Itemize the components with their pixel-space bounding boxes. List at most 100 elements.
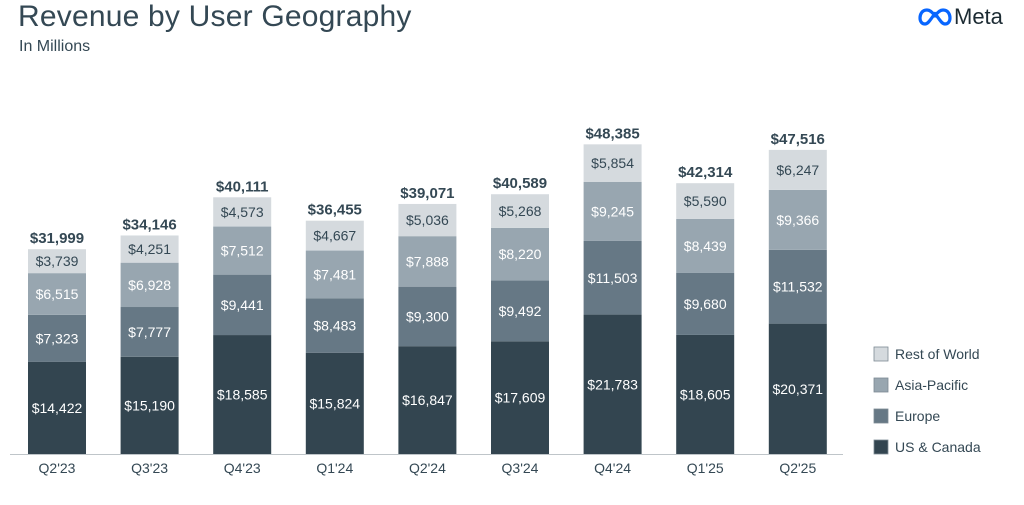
bar-value-label: $5,268 — [499, 203, 542, 219]
bar-segment-us-canada-2 — [213, 335, 272, 454]
bar-segment-europe-2 — [213, 274, 272, 336]
bar-total-label: $40,589 — [493, 175, 547, 192]
x-tick-label: Q3'23 — [131, 460, 168, 476]
legend-label: Europe — [895, 408, 940, 424]
bar-value-label: $16,847 — [402, 392, 453, 408]
legend-swatch-us-canada — [873, 439, 889, 455]
bar-segment-us-canada-5 — [491, 341, 549, 454]
bar-value-label: $7,323 — [36, 330, 79, 346]
bar-segment-europe-4 — [398, 286, 457, 347]
bar-segment-asia-pacific-4 — [398, 236, 457, 287]
bar-segment-us-canada-6 — [583, 314, 642, 454]
bar-segment-asia-pacific-2 — [213, 226, 272, 275]
x-tick-label: Q2'24 — [409, 460, 446, 476]
bar-value-label: $21,783 — [587, 376, 638, 392]
chart-subtitle: In Millions — [19, 38, 91, 55]
bar-value-label: $5,590 — [684, 193, 727, 209]
bar-segment-asia-pacific-8 — [768, 189, 827, 250]
bar-segment-rest-of-world-4 — [398, 203, 457, 237]
bar-value-label: $17,609 — [495, 390, 546, 406]
bar-value-label: $4,251 — [128, 241, 171, 257]
bar-segment-rest-of-world-3 — [305, 220, 364, 251]
bar-total-label: $36,455 — [308, 202, 362, 219]
bar-segment-europe-3 — [305, 298, 364, 353]
bar-value-label: $4,667 — [313, 228, 356, 244]
brand-name: Meta — [954, 4, 1003, 29]
bar-segment-us-canada-1 — [120, 356, 179, 454]
x-tick-label: Q4'24 — [594, 460, 631, 476]
legend-label: Rest of World — [895, 346, 980, 362]
bar-total-label: $47,516 — [771, 131, 825, 148]
bar-value-label: $9,245 — [591, 203, 634, 219]
bar-segment-us-canada-3 — [305, 352, 364, 454]
bar-value-label: $9,441 — [221, 297, 264, 313]
bar-segment-rest-of-world-5 — [491, 194, 549, 228]
bar-value-label: $14,422 — [32, 400, 83, 416]
bar-value-label: $11,532 — [773, 279, 823, 295]
bar-value-label: $6,515 — [36, 286, 79, 302]
bar-segment-us-canada-7 — [676, 334, 735, 454]
bar-value-label: $8,220 — [499, 246, 542, 262]
bar-segment-europe-8 — [768, 249, 827, 324]
bar-value-label: $9,300 — [406, 308, 449, 324]
bar-segment-asia-pacific-5 — [491, 227, 549, 281]
x-tick-label: Q1'25 — [687, 460, 724, 476]
bar-segment-us-canada-0 — [28, 361, 86, 454]
bar-value-label: $9,492 — [499, 303, 542, 319]
legend-swatch-rest-of-world — [873, 346, 889, 362]
bar-total-label: $39,071 — [400, 185, 454, 202]
bar-value-label: $7,777 — [128, 324, 171, 340]
bar-value-label: $7,481 — [313, 266, 356, 282]
bar-total-label: $42,314 — [678, 164, 733, 181]
x-tick-label: Q3'24 — [502, 460, 539, 476]
legend-swatch-asia-pacific — [873, 377, 889, 393]
bar-segment-rest-of-world-6 — [583, 144, 642, 182]
bar-segment-europe-6 — [583, 240, 642, 315]
meta-infinity-icon — [918, 8, 952, 26]
legend-label: US & Canada — [895, 439, 981, 455]
bar-segment-asia-pacific-0 — [28, 273, 86, 315]
bar-value-label: $20,371 — [772, 381, 823, 397]
bar-value-label: $7,888 — [406, 253, 449, 269]
bar-segment-us-canada-8 — [768, 323, 827, 454]
bar-segment-europe-7 — [676, 272, 735, 335]
bar-segment-rest-of-world-2 — [213, 197, 272, 227]
bar-value-label: $8,483 — [313, 318, 356, 334]
bar-segment-rest-of-world-0 — [28, 249, 86, 274]
bar-total-label: $48,385 — [585, 125, 639, 142]
bar-total-label: $40,111 — [216, 178, 269, 195]
meta-logo: Meta — [918, 4, 1003, 30]
bar-value-label: $9,366 — [776, 212, 819, 228]
bar-segment-rest-of-world-1 — [120, 235, 179, 263]
bar-segment-rest-of-world-8 — [768, 149, 827, 190]
bar-segment-asia-pacific-7 — [676, 218, 735, 273]
x-tick-label: Q1'24 — [316, 460, 353, 476]
x-tick-label: Q4'23 — [224, 460, 261, 476]
bar-total-label: $31,999 — [30, 230, 84, 247]
bar-value-label: $4,573 — [221, 204, 264, 220]
bar-value-label: $6,247 — [776, 162, 819, 178]
bar-segment-rest-of-world-7 — [676, 183, 735, 219]
chart-title: Revenue by User Geography — [18, 0, 412, 33]
bar-value-label: $6,928 — [128, 277, 171, 293]
bar-segment-asia-pacific-3 — [305, 250, 364, 299]
bar-value-label: $5,854 — [591, 155, 634, 171]
legend-label: Asia-Pacific — [895, 377, 968, 393]
bar-total-label: $34,146 — [122, 216, 176, 233]
bar-value-label: $9,680 — [684, 296, 727, 312]
bar-value-label: $11,503 — [588, 270, 638, 286]
bar-value-label: $18,585 — [217, 387, 268, 403]
bar-value-label: $18,605 — [680, 386, 731, 402]
bar-value-label: $8,439 — [684, 238, 727, 254]
bar-segment-europe-0 — [28, 314, 86, 362]
bar-segment-asia-pacific-6 — [583, 181, 642, 241]
x-tick-label: Q2'23 — [39, 460, 76, 476]
bar-value-label: $3,739 — [36, 253, 79, 269]
bar-value-label: $5,036 — [406, 212, 449, 228]
bar-segment-us-canada-4 — [398, 346, 457, 454]
bar-value-label: $15,190 — [124, 397, 175, 413]
bar-segment-asia-pacific-1 — [120, 262, 179, 308]
legend-swatch-europe — [873, 408, 889, 424]
x-tick-label: Q2'25 — [779, 460, 816, 476]
